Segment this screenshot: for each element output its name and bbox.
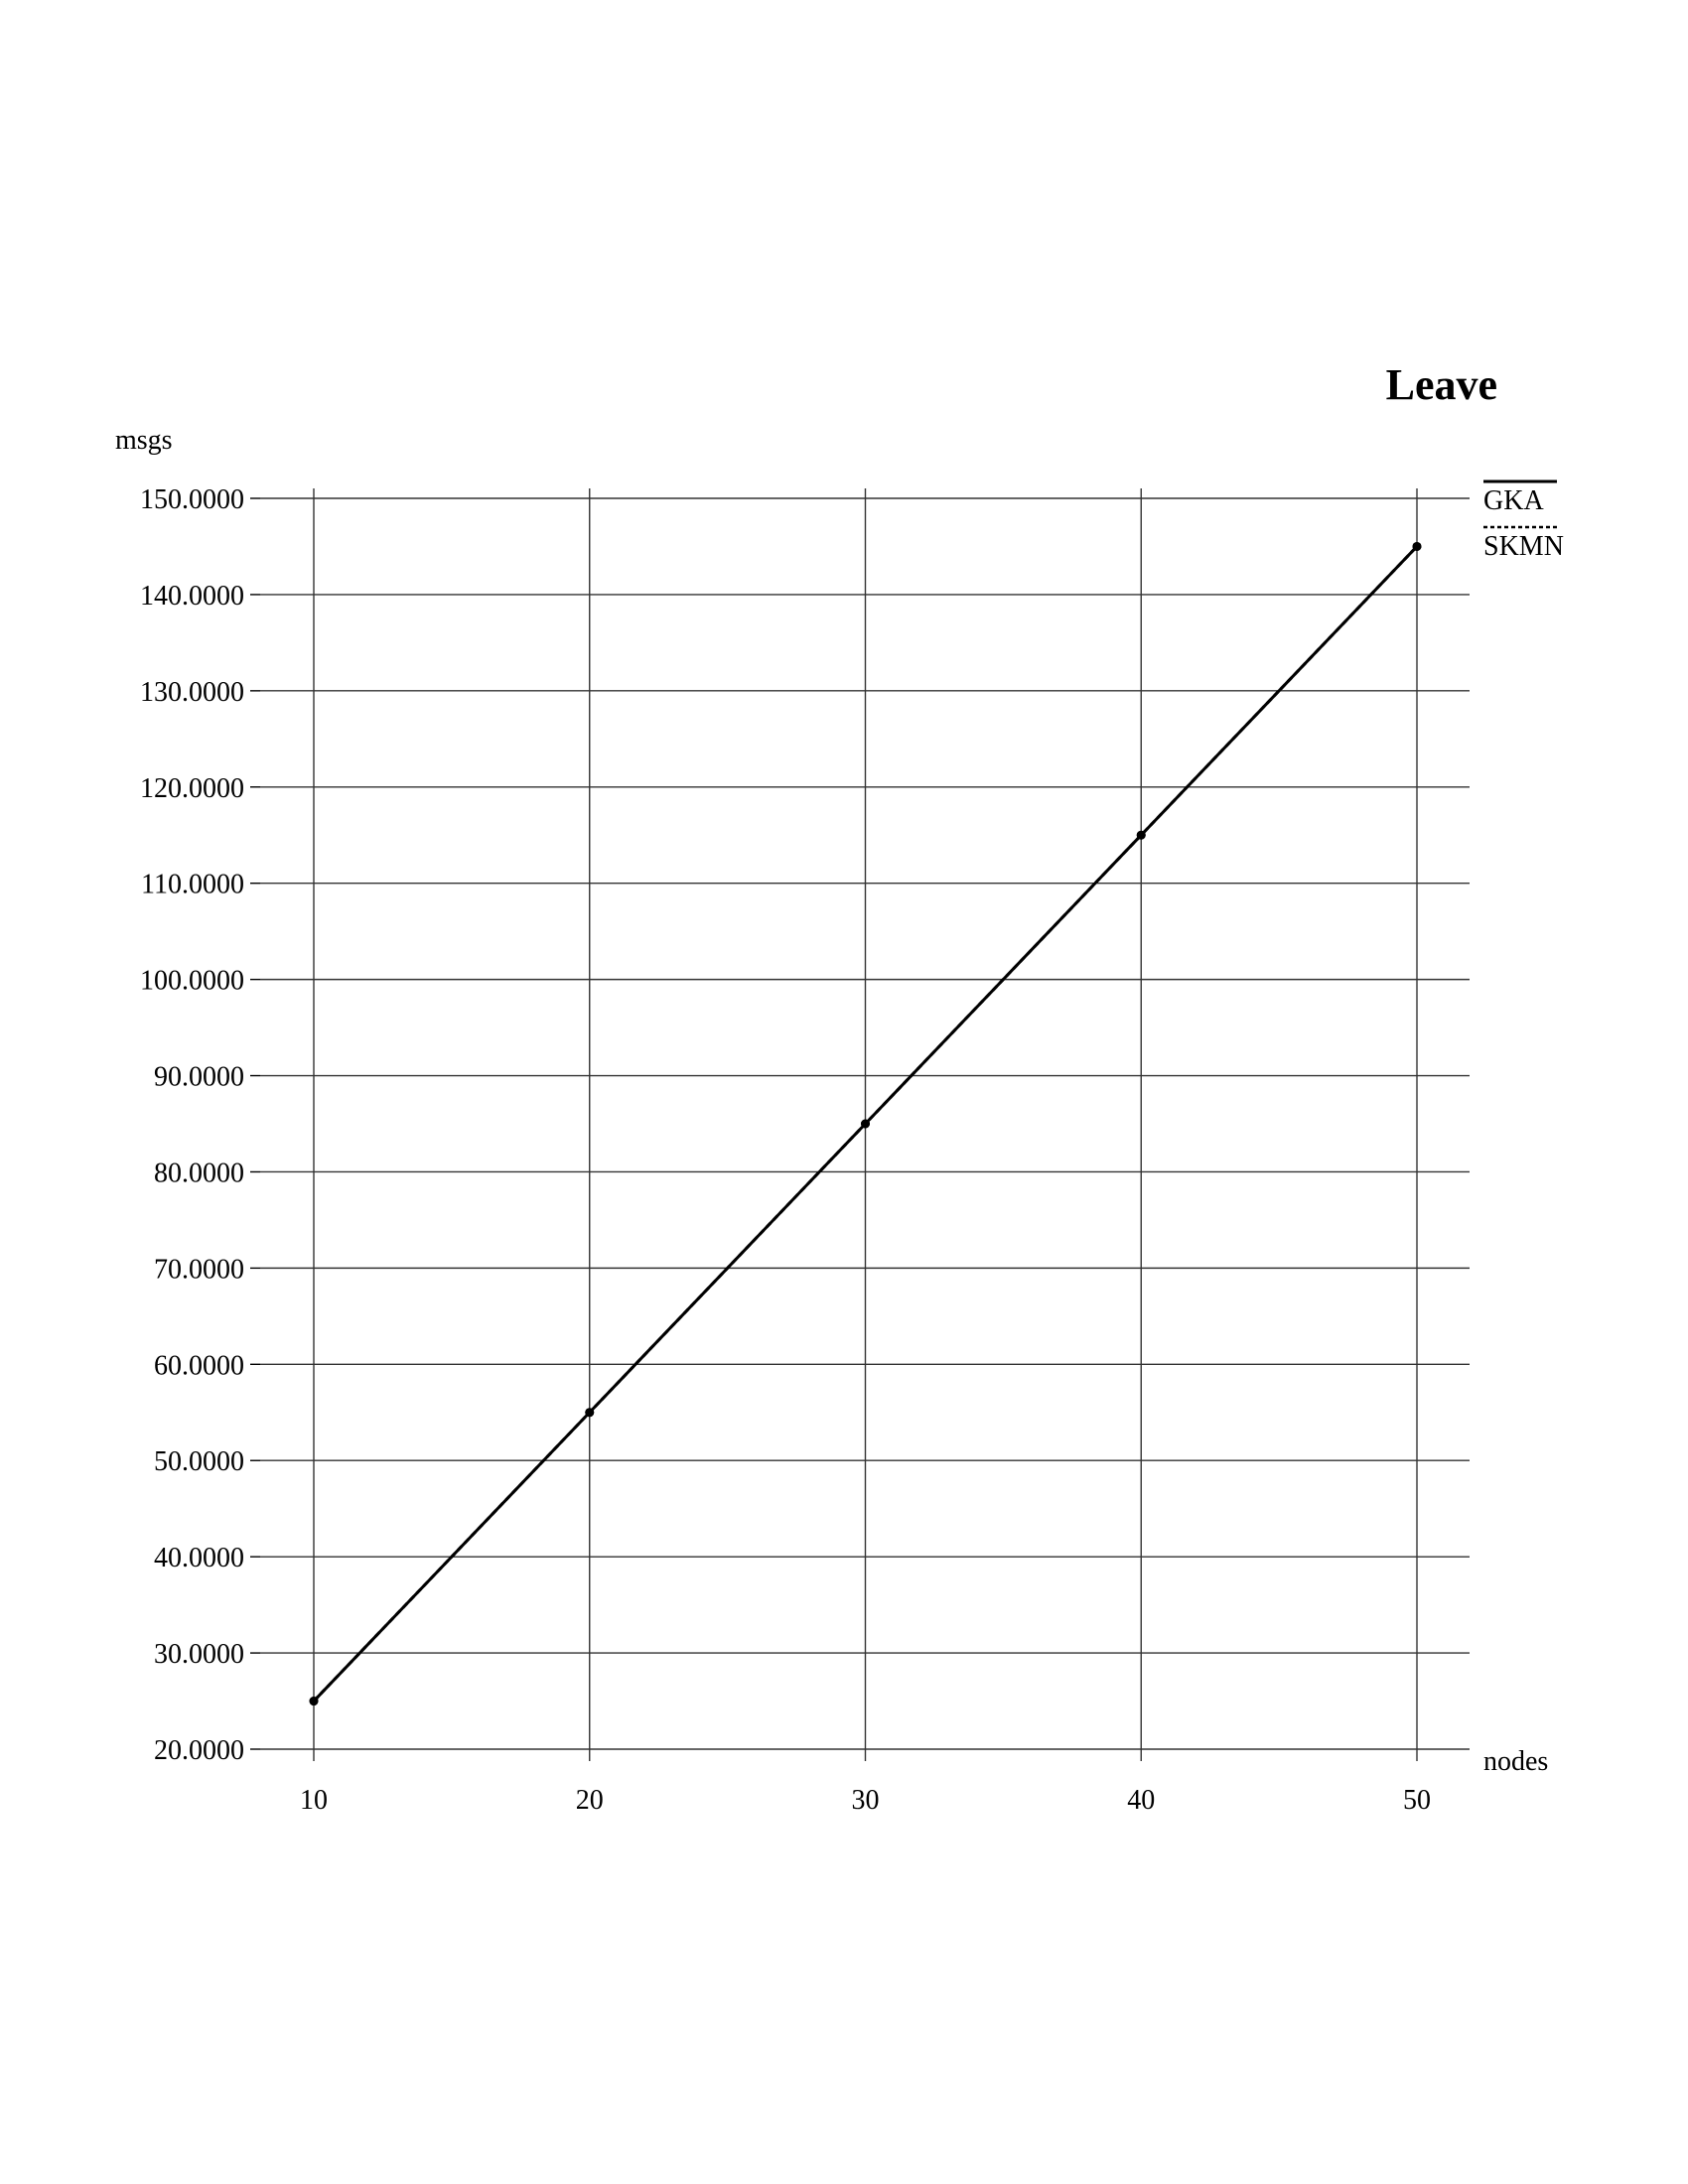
y-tick-label: 120.0000 [140, 773, 244, 804]
y-tick-label: 90.0000 [154, 1062, 244, 1093]
tick-labels: 20.0000 30.0000 40.0000 50.0000 60.0000 70.00… [140, 484, 1431, 1816]
legend-label-gka: GKA [1483, 485, 1544, 516]
data-point-gka [585, 1408, 595, 1418]
y-axis-label: msgs [115, 425, 173, 456]
x-axis-label: nodes [1483, 1746, 1548, 1777]
y-tick-label: 50.0000 [154, 1446, 244, 1477]
grid [250, 488, 1470, 1761]
y-tick-label: 110.0000 [141, 870, 244, 900]
x-tick-label: 20 [576, 1785, 604, 1816]
y-tick-label: 20.0000 [154, 1735, 244, 1766]
data-point-gka [861, 1119, 870, 1129]
chart-title: Leave [1386, 360, 1497, 409]
x-tick-label: 40 [1127, 1785, 1155, 1816]
x-tick-label: 10 [300, 1785, 328, 1816]
x-tick-label: 30 [852, 1785, 880, 1816]
y-tick-label: 60.0000 [154, 1350, 244, 1381]
data-point-gka [1136, 830, 1146, 840]
data-point-gka [309, 1697, 319, 1706]
x-tick-label: 50 [1403, 1785, 1431, 1816]
y-tick-label: 150.0000 [140, 484, 244, 515]
legend-label-skmn: SKMN [1483, 531, 1564, 562]
y-tick-label: 130.0000 [140, 677, 244, 708]
y-tick-label: 70.0000 [154, 1254, 244, 1285]
y-tick-label: 30.0000 [154, 1639, 244, 1670]
y-tick-label: 80.0000 [154, 1158, 244, 1188]
series-layer [309, 541, 1422, 1706]
y-tick-label: 100.0000 [140, 966, 244, 997]
y-tick-label: 140.0000 [140, 581, 244, 612]
data-point-gka [1412, 541, 1422, 551]
y-tick-label: 40.0000 [154, 1543, 244, 1573]
legend: GKA SKMN [1483, 479, 1564, 562]
